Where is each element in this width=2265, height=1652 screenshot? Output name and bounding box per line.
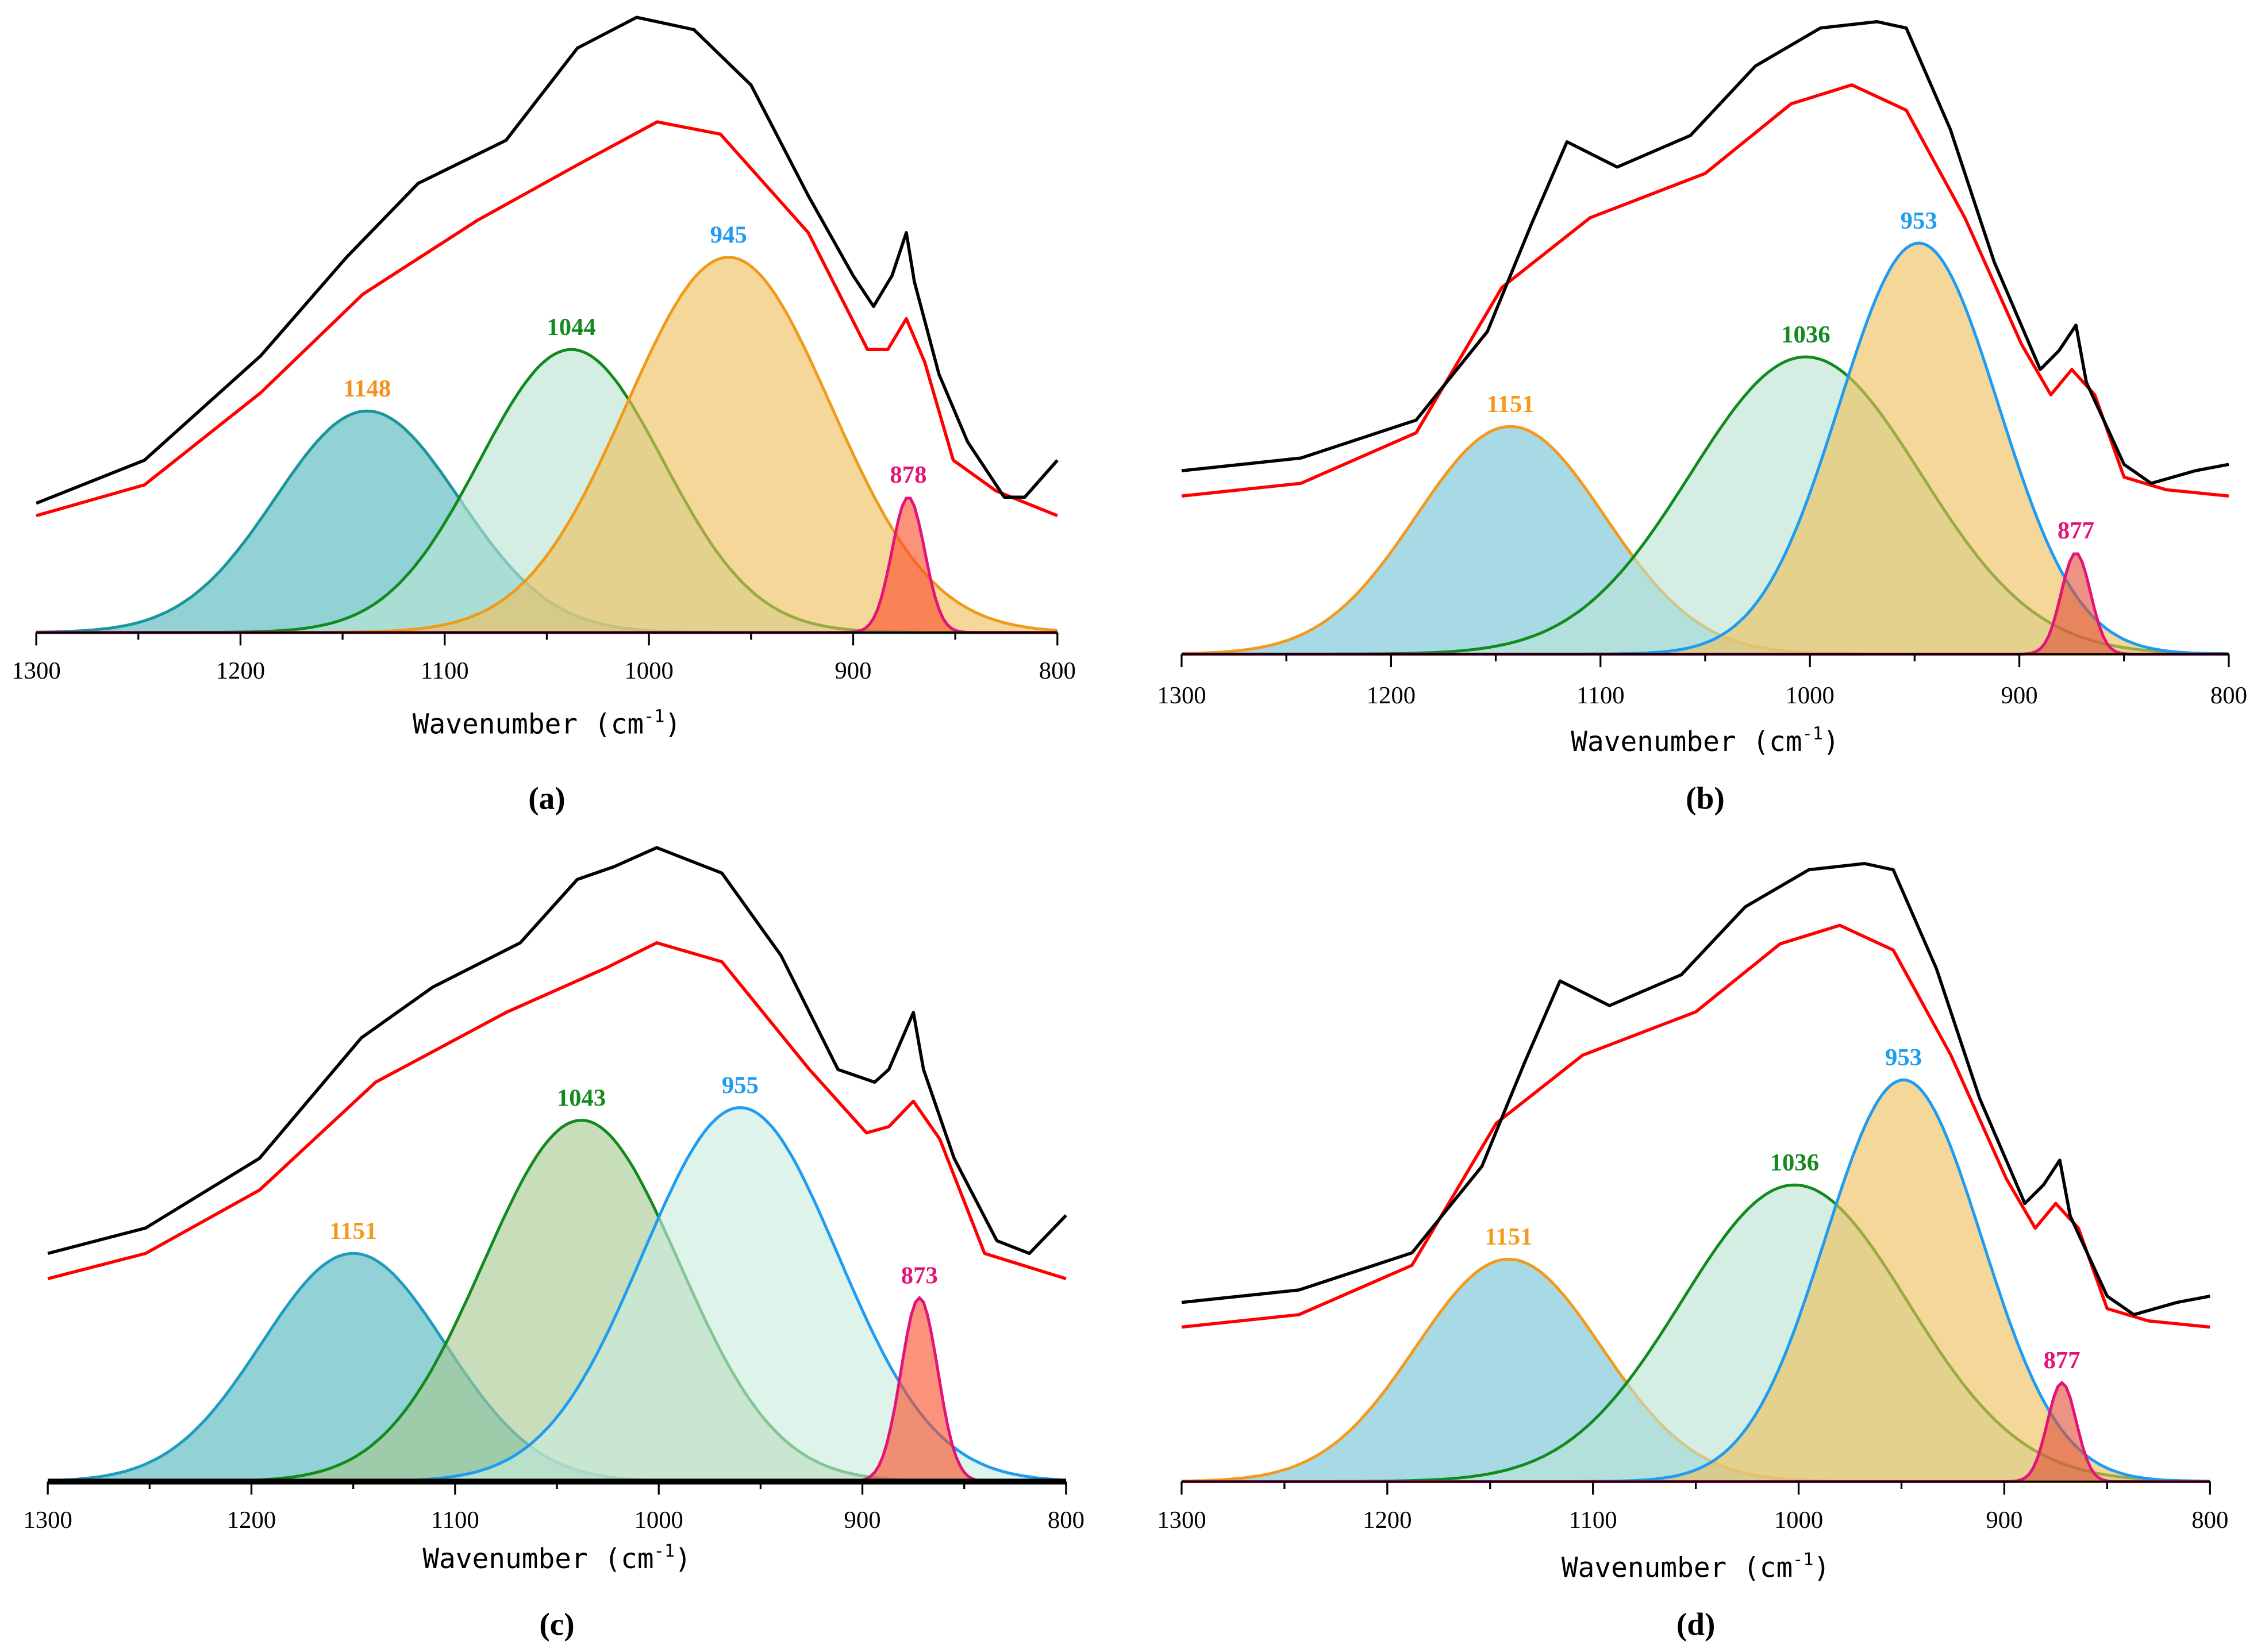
fitted-spectrum-line bbox=[36, 120, 1058, 518]
peak-fill-1148 bbox=[36, 411, 1057, 633]
panel-caption: (b) bbox=[1686, 780, 1725, 815]
peak-label-953: 953 bbox=[1885, 1044, 1922, 1071]
x-tick-label: 1200 bbox=[227, 1507, 276, 1534]
fitted-spectrum-line bbox=[1181, 923, 2210, 1329]
x-tick-label: 1200 bbox=[216, 657, 265, 684]
measured-spectrum-line bbox=[36, 16, 1059, 505]
peak-fill-1151 bbox=[1181, 426, 2229, 654]
panel-d: 1151 1036 953 877 1300 1200 1100 1000 900 800 Wave… bbox=[1157, 862, 2228, 1642]
peak-label-873: 873 bbox=[901, 1262, 938, 1289]
x-tick-label: 900 bbox=[1986, 1507, 2022, 1534]
x-tick-label: 1100 bbox=[431, 1507, 479, 1534]
peak-fill-953 bbox=[1181, 242, 2229, 654]
peak-fill-955 bbox=[48, 1107, 1066, 1482]
x-tick-label: 1300 bbox=[23, 1507, 72, 1534]
x-tick-label: 900 bbox=[2001, 682, 2038, 709]
x-tick-label: 1000 bbox=[1785, 682, 1834, 709]
fitted-spectrum-line bbox=[47, 941, 1067, 1281]
x-tick-label: 900 bbox=[844, 1507, 881, 1534]
peak-label-877: 877 bbox=[2044, 1347, 2081, 1374]
peak-label-953: 953 bbox=[1901, 207, 1937, 234]
measured-spectrum-line bbox=[1181, 862, 2210, 1316]
x-tick-label: 1200 bbox=[1363, 1507, 1412, 1534]
peak-label-1044: 1044 bbox=[547, 314, 595, 341]
panel-c: 1151 1043 955 873 1300 1200 1100 1000 900 800 Wave… bbox=[23, 846, 1085, 1642]
peak-fill-953 bbox=[1181, 1080, 2210, 1482]
x-tick-label: 800 bbox=[2191, 1507, 2228, 1534]
peak-fill-1044 bbox=[36, 349, 1057, 633]
measured-spectrum-line bbox=[47, 846, 1067, 1256]
x-tick-label: 1100 bbox=[1569, 1507, 1617, 1534]
peak-label-1043: 1043 bbox=[557, 1084, 606, 1111]
x-tick-label: 800 bbox=[2210, 682, 2247, 709]
peak-label-1151: 1151 bbox=[329, 1218, 377, 1245]
x-tick-label: 1100 bbox=[421, 657, 469, 684]
peak-label-1151: 1151 bbox=[1487, 391, 1535, 418]
x-tick-label: 1000 bbox=[624, 657, 673, 684]
panel-caption: (a) bbox=[528, 780, 565, 815]
x-tick-label: 1000 bbox=[634, 1507, 683, 1534]
x-tick-label: 1000 bbox=[1774, 1507, 1823, 1534]
peak-label-878: 878 bbox=[890, 461, 926, 488]
x-tick-label: 1300 bbox=[11, 657, 60, 684]
panel-caption: (c) bbox=[539, 1607, 574, 1642]
panel-a: 1148 1044 945 878 1300 1200 1100 1000 900 800 Wave… bbox=[11, 16, 1076, 815]
panel-caption: (d) bbox=[1676, 1607, 1716, 1642]
x-tick-label: 1300 bbox=[1157, 1507, 1206, 1534]
measured-spectrum-line bbox=[1181, 20, 2229, 485]
peak-label-877: 877 bbox=[2058, 517, 2094, 544]
x-tick-label: 1300 bbox=[1157, 682, 1206, 709]
peak-label-1036: 1036 bbox=[1770, 1149, 1819, 1176]
peak-fill-1043 bbox=[48, 1120, 1066, 1482]
x-tick-label: 1100 bbox=[1576, 682, 1625, 709]
fitted-spectrum-line bbox=[1181, 83, 2229, 498]
peak-fill-945 bbox=[36, 257, 1057, 633]
x-tick-label: 800 bbox=[1039, 657, 1076, 684]
x-axis-title: Wavenumber (cm-1) bbox=[1562, 1550, 1830, 1584]
x-axis-title: Wavenumber (cm-1) bbox=[1571, 724, 1839, 758]
x-tick-label: 1200 bbox=[1367, 682, 1416, 709]
x-axis-title: Wavenumber (cm-1) bbox=[413, 707, 681, 741]
x-tick-label: 900 bbox=[835, 657, 871, 684]
x-tick-label: 800 bbox=[1048, 1507, 1085, 1534]
peak-label-1148: 1148 bbox=[343, 375, 391, 402]
peak-label-945: 945 bbox=[710, 222, 747, 249]
panel-b: 1151 1036 953 877 1300 1200 1100 1000 900 800 Wave… bbox=[1157, 20, 2247, 815]
peak-label-1036: 1036 bbox=[1781, 321, 1830, 348]
peak-label-955: 955 bbox=[722, 1072, 759, 1099]
peak-fill-1151 bbox=[48, 1253, 1066, 1482]
peak-label-1151: 1151 bbox=[1485, 1223, 1532, 1250]
x-axis-title: Wavenumber (cm-1) bbox=[422, 1541, 691, 1575]
